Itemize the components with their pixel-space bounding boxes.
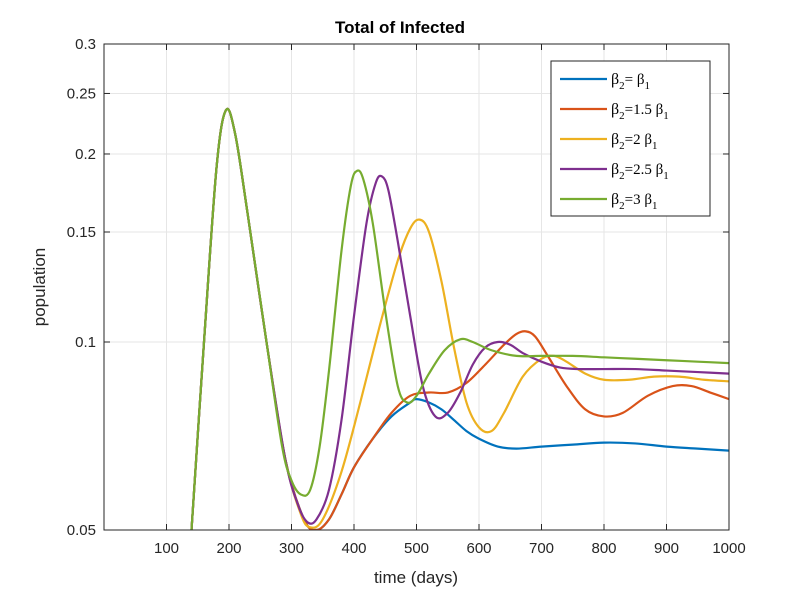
legend-part-base: β <box>611 191 619 208</box>
y-tick-label: 0.3 <box>75 36 96 53</box>
chart: 100 200 300 400 500 600 700 800 900 1000 0.05 0.1 0.… <box>0 0 806 593</box>
legend-part-mid: =2.5 β <box>625 162 664 178</box>
x-tick-label: 700 <box>529 540 554 557</box>
legend-part-sub2: 1 <box>663 110 669 122</box>
legend-part-mid: =2 β <box>625 132 652 148</box>
legend-part-mid: =1.5 β <box>625 102 664 118</box>
x-tick-label: 900 <box>654 540 679 557</box>
y-tick-label: 0.25 <box>67 85 96 102</box>
legend-part-sub2: 1 <box>652 200 658 212</box>
legend-part-mid: =3 β <box>625 192 652 208</box>
y-tick-label: 0.2 <box>75 146 96 163</box>
x-tick-label: 100 <box>154 540 179 557</box>
x-tick-label: 200 <box>216 540 241 557</box>
legend-part-sub2: 1 <box>644 80 650 92</box>
legend-part-sub2: 1 <box>663 170 669 182</box>
legend-part-sub2: 1 <box>652 140 658 152</box>
x-tick-label: 400 <box>341 540 366 557</box>
x-tick-label: 500 <box>404 540 429 557</box>
x-tick-label: 600 <box>466 540 491 557</box>
legend-part-mid: = β <box>625 72 645 88</box>
legend-part-base: β <box>611 71 619 88</box>
x-tick-label: 1000 <box>712 540 745 557</box>
chart-title: Total of Infected <box>335 18 465 37</box>
x-tick-label: 300 <box>279 540 304 557</box>
x-tick-label: 800 <box>591 540 616 557</box>
legend-part-base: β <box>611 101 619 118</box>
y-tick-label: 0.1 <box>75 334 96 351</box>
y-tick-label: 0.05 <box>67 522 96 539</box>
y-tick-label: 0.15 <box>67 224 96 241</box>
legend-part-base: β <box>611 161 619 178</box>
y-axis-label: population <box>30 248 49 326</box>
x-axis-label: time (days) <box>374 568 458 587</box>
legend-part-base: β <box>611 131 619 148</box>
